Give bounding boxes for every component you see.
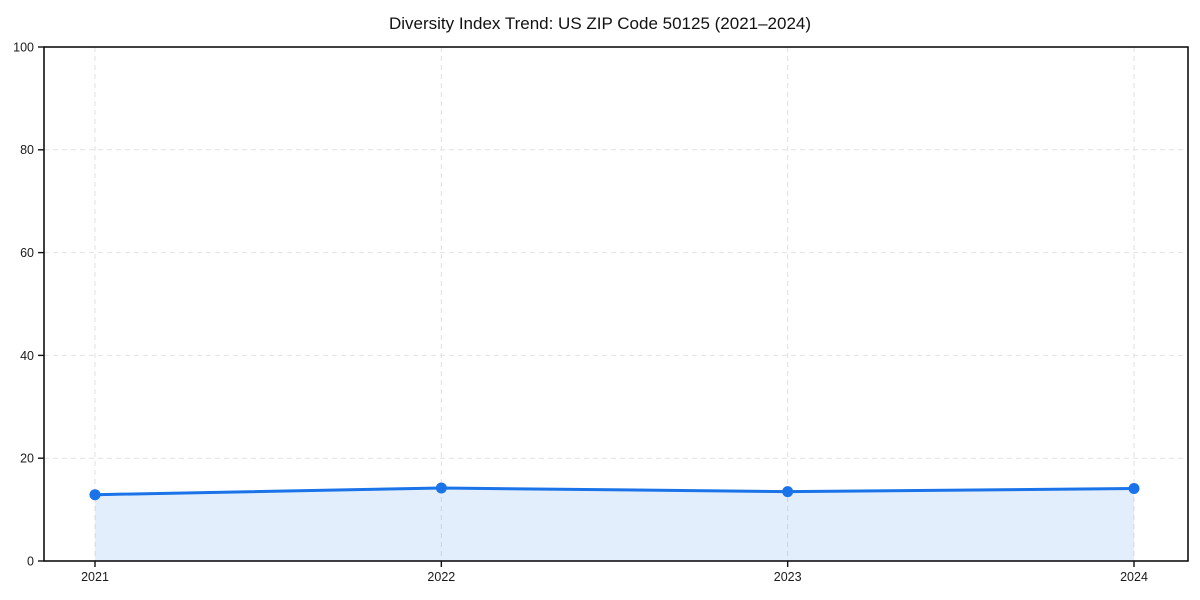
x-tick-label: 2022: [427, 570, 455, 584]
y-tick-label: 60: [20, 246, 34, 260]
y-tick-label: 100: [13, 40, 34, 54]
y-tick-label: 20: [20, 452, 34, 466]
data-point: [89, 489, 101, 501]
trend-line: [93, 486, 1136, 497]
axis-spine: [43, 46, 1189, 562]
x-tick-label: 2021: [81, 570, 109, 584]
area-fill: [95, 488, 1134, 561]
x-tick-label: 2024: [1120, 570, 1148, 584]
data-point: [435, 482, 447, 494]
data-point: [1128, 483, 1140, 495]
chart-title: Diversity Index Trend: US ZIP Code 50125…: [389, 14, 811, 33]
y-tick-label: 40: [20, 349, 34, 363]
y-tick-label: 80: [20, 143, 34, 157]
data-point: [782, 486, 794, 498]
y-tick-label: 0: [27, 554, 34, 568]
x-tick-label: 2023: [774, 570, 802, 584]
plot-area: 0 20 40 60 80 100 2021 2022 2023 2024: [13, 40, 1189, 584]
plot-background: [44, 47, 1188, 561]
